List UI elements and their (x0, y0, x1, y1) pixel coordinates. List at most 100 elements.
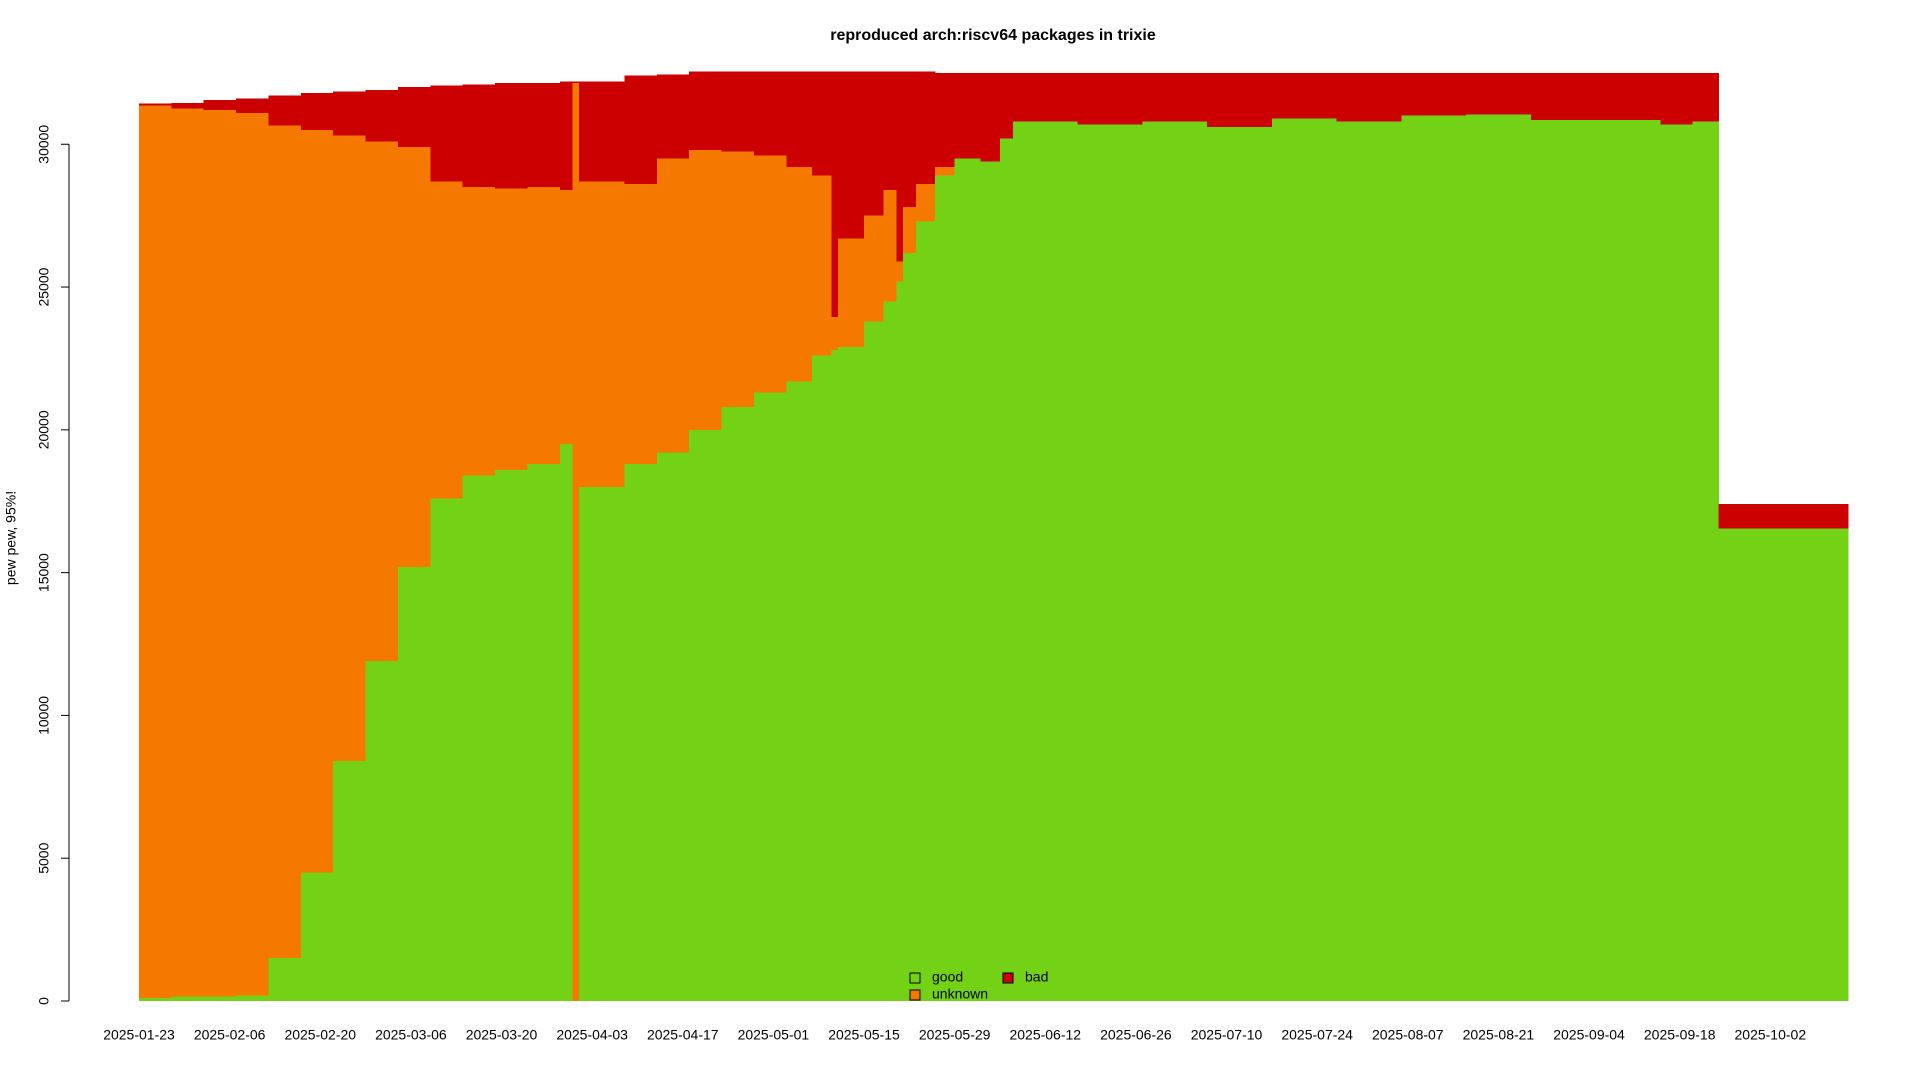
x-tick-label: 2025-02-06 (194, 1027, 266, 1043)
area-segment (838, 71, 865, 239)
area-segment (559, 444, 574, 1001)
area-segment (935, 175, 956, 1001)
area-segment (139, 998, 172, 1001)
area-segment (1718, 504, 1849, 529)
area-segment (430, 85, 464, 182)
area-segment (462, 84, 496, 188)
area-segment (462, 475, 496, 1002)
area-segment (1207, 72, 1273, 128)
area-segment (902, 252, 917, 1001)
y-tick-label: 25000 (36, 267, 52, 306)
area-segment (495, 82, 528, 189)
area-segment (365, 89, 399, 142)
area-segment (915, 71, 936, 185)
legend-swatch (909, 989, 921, 1001)
area-segment (864, 321, 884, 1002)
area-segment (902, 207, 917, 253)
area-segment (786, 167, 813, 382)
legend-swatch (1002, 972, 1014, 984)
area-segment (902, 71, 917, 208)
area-segment (333, 135, 367, 762)
x-tick-label: 2025-09-18 (1644, 1027, 1716, 1043)
area-segment (624, 75, 658, 185)
area-segment (1530, 119, 1597, 1002)
area-segment (831, 71, 839, 318)
y-tick-label: 10000 (36, 696, 52, 735)
area-segment (397, 566, 431, 1001)
area-segment (864, 71, 884, 216)
area-segment (462, 187, 496, 476)
area-segment (559, 189, 574, 445)
x-tick-label: 2025-04-17 (647, 1027, 719, 1043)
y-axis-label: pew pew, 95%! (3, 491, 19, 585)
area-segment (268, 125, 302, 959)
area-segment (624, 184, 658, 465)
area-segment (1142, 121, 1208, 1001)
area-segment (753, 71, 787, 156)
area-segment (915, 221, 936, 1002)
legend-swatch (909, 972, 921, 984)
area-segment (1401, 115, 1467, 1002)
area-segment (883, 189, 897, 302)
legend-label: unknown (932, 986, 988, 1002)
area-segment (896, 71, 904, 262)
area-segment (656, 158, 690, 453)
area-segment (572, 81, 580, 83)
area-segment (812, 355, 833, 1001)
area-segment (721, 71, 755, 152)
area-segment (831, 349, 839, 1001)
x-tick-label: 2025-08-07 (1372, 1027, 1444, 1043)
area-segment (980, 72, 1001, 162)
legend-label: bad (1025, 969, 1048, 985)
area-segment (579, 486, 626, 1001)
area-segment (236, 995, 269, 1001)
x-tick-label: 2025-05-29 (919, 1027, 991, 1043)
area-segment (1595, 72, 1661, 120)
area-segment (721, 406, 755, 1001)
y-tick-label: 20000 (36, 410, 52, 449)
area-segment (139, 103, 172, 106)
area-segment (721, 151, 755, 407)
area-segment (495, 188, 528, 470)
area-segment (1595, 119, 1661, 1002)
area-segment (1660, 72, 1694, 125)
area-segment (171, 108, 205, 997)
area-segment (954, 158, 982, 1002)
area-segment (430, 181, 464, 499)
area-segment (624, 464, 658, 1001)
area-segment (495, 469, 528, 1002)
area-segment (896, 281, 904, 1001)
area-segment (579, 81, 626, 182)
area-segment (171, 102, 205, 109)
area-segment (397, 87, 431, 148)
area-segment (915, 184, 936, 222)
area-segment (1336, 121, 1402, 1001)
x-tick-label: 2025-03-20 (466, 1027, 538, 1043)
area-segment (268, 95, 302, 126)
plot-area (139, 71, 1849, 1002)
area-segment (1012, 121, 1079, 1001)
area-segment (1692, 121, 1720, 1001)
area-segment (1466, 114, 1532, 1002)
x-tick-label: 2025-06-12 (1009, 1027, 1081, 1043)
area-segment (656, 452, 690, 1001)
x-tick-label: 2025-10-02 (1735, 1027, 1807, 1043)
area-segment (365, 661, 399, 1001)
area-segment (1336, 72, 1402, 122)
area-segment (689, 149, 723, 430)
area-segment (579, 181, 626, 487)
area-segment (300, 129, 334, 873)
area-segment (236, 112, 269, 996)
y-tick-label: 0 (36, 997, 52, 1005)
area-segment (139, 105, 172, 999)
area-segment (689, 71, 723, 150)
area-segment (397, 147, 431, 567)
x-tick-label: 2025-03-06 (375, 1027, 447, 1043)
y-tick-label: 30000 (36, 125, 52, 164)
x-tick-label: 2025-04-03 (556, 1027, 628, 1043)
area-segment (559, 81, 574, 190)
area-segment (1466, 72, 1532, 115)
area-segment (333, 761, 367, 1001)
area-segment (236, 98, 269, 113)
